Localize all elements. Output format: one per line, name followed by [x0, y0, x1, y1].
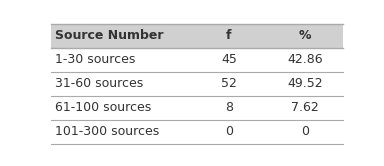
Text: 31-60 sources: 31-60 sources [55, 77, 144, 90]
Text: 42.86: 42.86 [287, 53, 323, 66]
Text: f: f [226, 29, 232, 42]
Text: 52: 52 [221, 77, 237, 90]
Text: 1-30 sources: 1-30 sources [55, 53, 136, 66]
Text: 61-100 sources: 61-100 sources [55, 101, 152, 114]
Text: 101-300 sources: 101-300 sources [55, 125, 160, 138]
Bar [51, 24, 343, 48]
Text: Source Number: Source Number [55, 29, 164, 42]
Text: %: % [298, 29, 311, 42]
Text: 7.62: 7.62 [291, 101, 319, 114]
Text: 49.52: 49.52 [287, 77, 323, 90]
Text: 0: 0 [225, 125, 233, 138]
Text: 45: 45 [221, 53, 237, 66]
Text: 8: 8 [225, 101, 233, 114]
Text: 0: 0 [301, 125, 309, 138]
